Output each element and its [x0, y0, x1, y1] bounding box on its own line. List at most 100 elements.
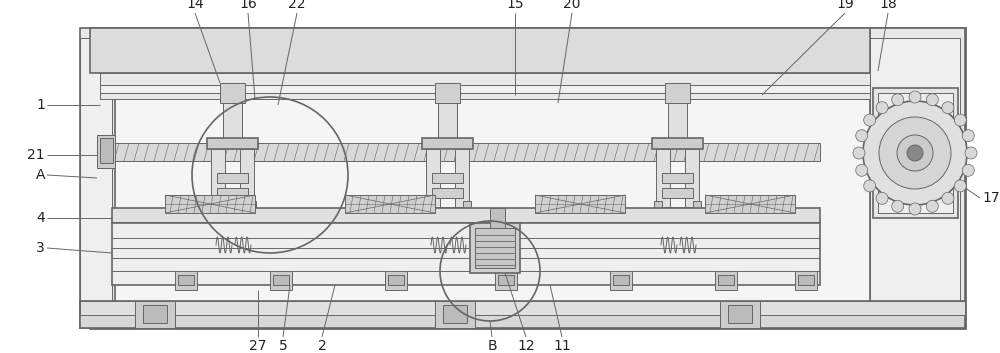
- Bar: [178, 275, 194, 285]
- Bar: [665, 83, 690, 103]
- Bar: [240, 149, 254, 218]
- Bar: [870, 28, 965, 328]
- Circle shape: [876, 192, 888, 204]
- Circle shape: [853, 147, 865, 159]
- Bar: [100, 138, 113, 163]
- Circle shape: [909, 203, 921, 215]
- Bar: [455, 149, 469, 218]
- Bar: [870, 38, 960, 301]
- Bar: [715, 271, 737, 290]
- Text: 17: 17: [982, 191, 1000, 205]
- Bar: [728, 305, 752, 323]
- Bar: [443, 305, 467, 323]
- Circle shape: [942, 192, 954, 204]
- Text: 2: 2: [318, 339, 326, 353]
- Bar: [470, 223, 520, 273]
- Bar: [668, 103, 687, 143]
- Bar: [705, 195, 795, 213]
- Text: 21: 21: [27, 148, 45, 162]
- Text: 16: 16: [239, 0, 257, 11]
- Bar: [112, 143, 820, 161]
- Bar: [438, 103, 457, 143]
- Circle shape: [892, 94, 904, 106]
- Text: A: A: [36, 168, 45, 182]
- Text: 3: 3: [36, 241, 45, 255]
- Bar: [463, 201, 471, 215]
- Text: 14: 14: [186, 0, 204, 11]
- Bar: [80, 28, 115, 328]
- Text: 15: 15: [506, 0, 524, 11]
- Bar: [422, 138, 473, 149]
- Bar: [207, 138, 258, 149]
- Bar: [426, 245, 469, 258]
- Bar: [613, 275, 629, 285]
- Bar: [175, 271, 197, 290]
- Bar: [90, 28, 870, 73]
- Bar: [112, 223, 820, 285]
- Text: 5: 5: [279, 339, 287, 353]
- Bar: [693, 201, 701, 215]
- Bar: [248, 201, 256, 215]
- Text: 22: 22: [288, 0, 306, 11]
- Bar: [798, 275, 814, 285]
- Bar: [80, 301, 965, 315]
- Circle shape: [954, 180, 966, 192]
- Bar: [435, 301, 475, 328]
- Text: 4: 4: [36, 211, 45, 225]
- Circle shape: [856, 164, 868, 176]
- Bar: [100, 73, 870, 85]
- Bar: [209, 201, 217, 215]
- Bar: [662, 173, 693, 183]
- Bar: [135, 301, 175, 328]
- Circle shape: [876, 102, 888, 114]
- Bar: [432, 188, 463, 198]
- Bar: [211, 149, 225, 218]
- Bar: [273, 275, 289, 285]
- Circle shape: [879, 117, 951, 189]
- Circle shape: [926, 94, 938, 106]
- Text: 27: 27: [249, 339, 267, 353]
- Circle shape: [892, 200, 904, 212]
- Bar: [211, 208, 254, 225]
- Circle shape: [909, 91, 921, 103]
- Bar: [720, 301, 760, 328]
- Bar: [795, 271, 817, 290]
- Bar: [718, 275, 734, 285]
- Bar: [100, 85, 870, 93]
- Circle shape: [962, 130, 974, 142]
- Bar: [435, 83, 460, 103]
- Text: 11: 11: [553, 339, 571, 353]
- Bar: [385, 271, 407, 290]
- Bar: [97, 135, 115, 168]
- Circle shape: [856, 130, 868, 142]
- Bar: [217, 173, 248, 183]
- Bar: [426, 208, 469, 225]
- Bar: [873, 88, 958, 218]
- Circle shape: [926, 200, 938, 212]
- Bar: [685, 149, 699, 218]
- Circle shape: [863, 101, 967, 205]
- Bar: [878, 93, 953, 213]
- Circle shape: [962, 164, 974, 176]
- Bar: [270, 271, 292, 290]
- Bar: [143, 305, 167, 323]
- Bar: [662, 188, 693, 198]
- Bar: [345, 195, 435, 213]
- Bar: [211, 245, 254, 258]
- Bar: [80, 38, 112, 301]
- Bar: [656, 149, 670, 218]
- Bar: [432, 173, 463, 183]
- Text: 1: 1: [36, 98, 45, 112]
- Bar: [426, 149, 440, 218]
- Bar: [388, 275, 404, 285]
- Bar: [498, 275, 514, 285]
- Bar: [654, 201, 662, 215]
- Text: B: B: [487, 339, 497, 353]
- Circle shape: [897, 135, 933, 171]
- Text: 18: 18: [879, 0, 897, 11]
- Text: 12: 12: [517, 339, 535, 353]
- Circle shape: [907, 145, 923, 161]
- Bar: [80, 301, 965, 328]
- Bar: [475, 228, 515, 268]
- Bar: [100, 93, 870, 99]
